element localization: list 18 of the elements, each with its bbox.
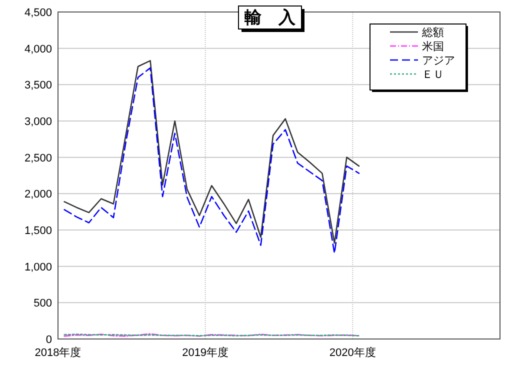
x-tick-label: 2019年度 <box>182 346 229 359</box>
legend-label: ＥＵ <box>422 69 444 81</box>
y-tick-label: 500 <box>34 298 52 310</box>
y-tick-label: 1,500 <box>24 225 52 237</box>
x-tick-label: 2020年度 <box>329 346 376 359</box>
y-tick-label: 1,000 <box>24 261 52 274</box>
y-tick-label: 3,000 <box>24 116 52 128</box>
legend-label: 米国 <box>422 40 444 53</box>
x-tick-label: 2018年度 <box>34 346 82 359</box>
legend-label: アジア <box>422 55 455 67</box>
y-tick-label: 3,500 <box>24 80 52 92</box>
y-tick-label: 0 <box>46 334 52 346</box>
legend-label: 総額 <box>421 26 444 39</box>
y-tick-label: 4,000 <box>24 43 52 56</box>
y-tick-label: 2,500 <box>24 152 52 164</box>
chart-title: 輸 入 <box>244 8 296 27</box>
y-tick-label: 4,500 <box>24 7 52 19</box>
y-tick-label: 2,000 <box>24 188 52 201</box>
